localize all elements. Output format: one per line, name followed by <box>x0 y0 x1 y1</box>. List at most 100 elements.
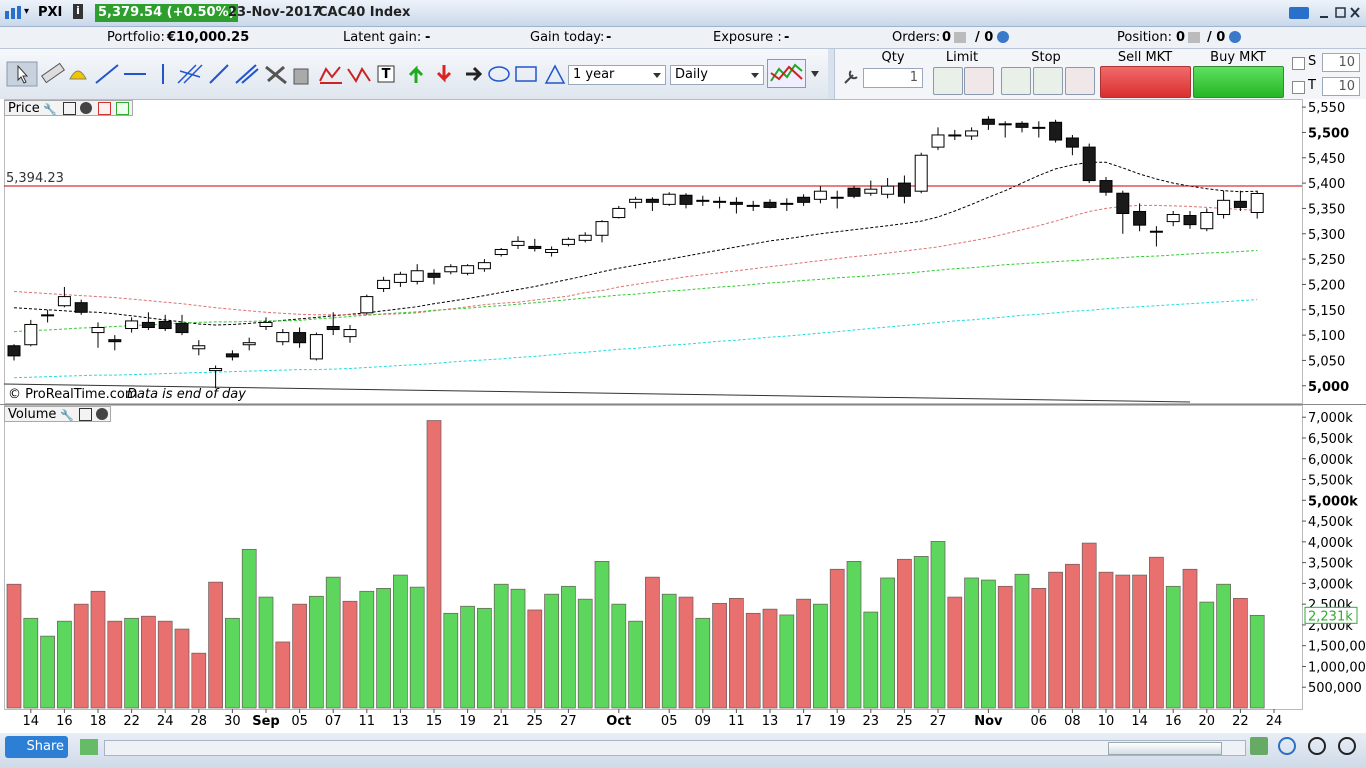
ruler-tool[interactable] <box>40 62 66 84</box>
maximize-button[interactable] <box>1335 7 1346 18</box>
price-move-down[interactable] <box>98 102 111 115</box>
y-tick-label: 6,500k <box>1308 432 1353 447</box>
volume-bar <box>57 620 72 709</box>
triangle-tool[interactable] <box>544 64 566 84</box>
t-checkbox[interactable] <box>1292 81 1305 94</box>
volume-settings[interactable]: 🔧 <box>60 409 74 422</box>
volume-bar <box>594 561 610 709</box>
buy-arrow-tool[interactable] <box>408 65 424 83</box>
orders-settings-icon[interactable] <box>997 31 1009 43</box>
stop-trail-button[interactable] <box>1033 67 1063 95</box>
zoom-fit-button[interactable] <box>1278 737 1296 755</box>
period-select[interactable]: 1 year <box>568 65 666 85</box>
x-tick-label: 07 <box>325 714 342 729</box>
x-tick-label: 28 <box>191 714 208 729</box>
x-tick-label: 11 <box>728 714 745 729</box>
volume-bar <box>208 581 223 709</box>
interval-select[interactable]: Daily <box>670 65 764 85</box>
volume-bar <box>426 420 442 709</box>
y-tick-label: 5,500k <box>1308 474 1353 489</box>
menu-arrow[interactable]: ▾ <box>24 6 30 17</box>
limit-sell-button[interactable] <box>964 67 994 95</box>
fib-tool[interactable] <box>209 64 229 84</box>
volume-title: Volume <box>8 407 57 422</box>
orders-cancel-icon[interactable] <box>954 32 966 43</box>
info-icon[interactable]: i <box>73 4 83 19</box>
candle-body <box>645 198 659 203</box>
candle-body <box>1183 215 1197 226</box>
limit-label: Limit <box>945 50 979 65</box>
alert-tool[interactable] <box>69 70 87 80</box>
trend-tool[interactable] <box>319 66 342 84</box>
sell-arrow-tool[interactable] <box>436 65 452 83</box>
candle-body <box>108 339 122 343</box>
share-button[interactable]: Share <box>5 736 68 758</box>
scroll-thumb[interactable] <box>1108 742 1222 755</box>
text-tool[interactable] <box>377 65 395 83</box>
price-settings[interactable]: 🔧 <box>43 103 57 116</box>
price-tab: Price 🔧 <box>4 100 133 116</box>
chart-type-button[interactable] <box>1250 737 1268 755</box>
zoom-out-button[interactable] <box>1308 737 1326 755</box>
exit-arrow-tool[interactable] <box>466 66 483 82</box>
x-tick-label: 08 <box>1064 714 1081 729</box>
volume-close[interactable] <box>96 408 108 420</box>
limit-buy-button[interactable] <box>933 67 963 95</box>
candle-body <box>444 266 458 273</box>
buy-button[interactable] <box>1193 66 1284 98</box>
candle-body <box>545 248 559 254</box>
x-tick-label: 11 <box>359 714 376 729</box>
y-tick-label: 1,500,000 <box>1308 640 1366 655</box>
volume-bar <box>1165 585 1181 709</box>
y-tick-label: 7,000k <box>1308 411 1353 426</box>
price-title: Price <box>8 101 40 116</box>
volume-bar <box>1132 574 1147 709</box>
x-tick-label: Sep <box>252 714 280 729</box>
rectangle-tool[interactable] <box>515 66 537 82</box>
position-settings-icon[interactable] <box>1229 31 1241 43</box>
x-tick-label: 16 <box>1165 714 1182 729</box>
candle-style-icon[interactable] <box>80 739 98 755</box>
t-input[interactable]: 10 <box>1322 77 1360 96</box>
price-move-up[interactable] <box>116 102 129 115</box>
volume-bar <box>846 561 862 709</box>
zoom-in-button[interactable] <box>1338 737 1356 755</box>
indicators-button[interactable] <box>767 59 825 89</box>
ellipse-tool[interactable] <box>488 66 510 82</box>
candle-body <box>965 130 979 137</box>
s-checkbox[interactable] <box>1292 57 1305 70</box>
scrollbar[interactable] <box>104 740 1246 756</box>
candle-body <box>1065 137 1079 148</box>
x-tick-label: 20 <box>1199 714 1216 729</box>
x-tick-label: 16 <box>56 714 73 729</box>
s-input[interactable]: 10 <box>1322 53 1360 72</box>
x-tick-label: 25 <box>896 714 913 729</box>
x-tick-label: 17 <box>795 714 812 729</box>
tools-tool[interactable] <box>265 65 287 85</box>
position-cancel-icon[interactable] <box>1188 32 1200 43</box>
price-window[interactable] <box>63 102 76 115</box>
account-bar: Portfolio: €10,000.25 Latent gain: - Gai… <box>0 27 1366 49</box>
candle-body <box>125 320 139 330</box>
y-tick-label: 5,550 <box>1308 101 1345 116</box>
volume-bar <box>1199 601 1215 709</box>
price-close[interactable] <box>80 102 92 114</box>
wave-tool[interactable] <box>347 67 371 83</box>
candle-body <box>1250 192 1264 213</box>
delete-tool[interactable] <box>293 68 309 85</box>
pitchfork-tool[interactable] <box>235 64 259 84</box>
channel-tool[interactable] <box>177 64 203 84</box>
stop-sell-button[interactable] <box>1065 67 1095 95</box>
stop-buy-button[interactable] <box>1001 67 1031 95</box>
candle-body <box>141 321 155 329</box>
copyright: © ProRealTime.com <box>8 387 138 402</box>
keyboard-button[interactable] <box>1289 7 1309 19</box>
candle-body <box>343 329 357 338</box>
qty-input[interactable]: 1 <box>863 68 923 88</box>
sell-button[interactable] <box>1100 66 1191 98</box>
close-button[interactable] <box>1350 7 1360 18</box>
order-settings[interactable] <box>841 67 861 87</box>
volume-window[interactable] <box>79 408 92 421</box>
line-tool[interactable] <box>95 64 119 84</box>
